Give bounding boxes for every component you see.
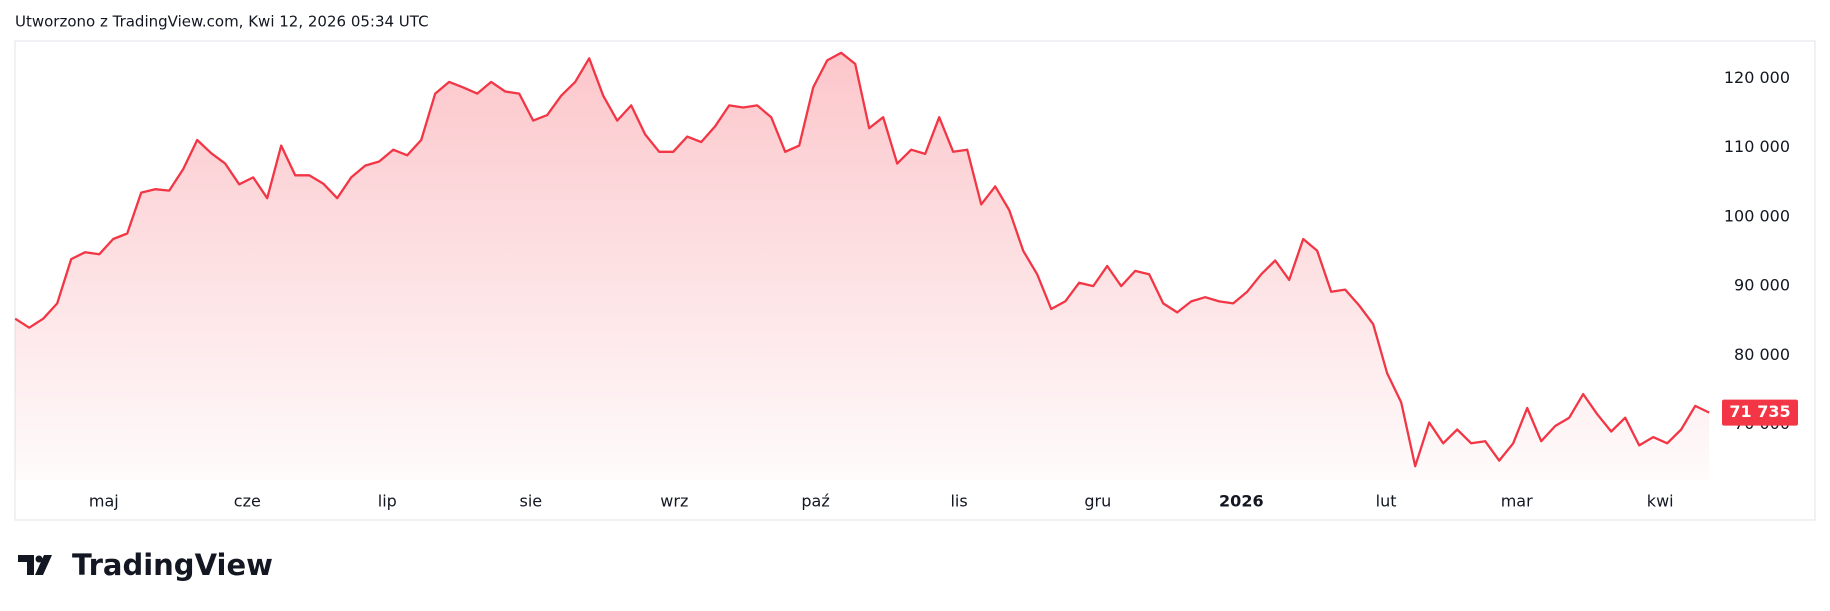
x-tick-label: maj <box>89 492 119 511</box>
x-tick-label: sie <box>520 492 543 511</box>
y-tick-label: 80 000 <box>1734 345 1790 364</box>
y-tick-label: 120 000 <box>1724 68 1790 87</box>
x-tick-label: lut <box>1376 492 1397 511</box>
x-tick-label: mar <box>1501 492 1533 511</box>
chart-frame <box>14 40 1816 521</box>
x-tick-label: cze <box>234 492 261 511</box>
y-tick-label: 100 000 <box>1724 206 1790 225</box>
y-tick-label: 90 000 <box>1734 276 1790 295</box>
x-tick-label: lip <box>378 492 397 511</box>
x-tick-label: gru <box>1084 492 1111 511</box>
x-tick-label: kwi <box>1647 492 1674 511</box>
price-line <box>14 51 1710 468</box>
logo: TradingView <box>18 548 273 582</box>
y-tick-label: 110 000 <box>1724 137 1790 156</box>
x-tick-label: 2026 <box>1219 492 1264 511</box>
area-fill <box>15 52 1710 481</box>
logo-icon <box>18 555 52 575</box>
x-tick-label: lis <box>950 492 967 511</box>
x-tick-label: wrz <box>660 492 688 511</box>
last-price-label: 71 735 <box>1729 402 1790 421</box>
x-tick-label: paź <box>801 492 829 511</box>
header: Utworzono z TradingView.com, Kwi 12, 202… <box>15 13 429 31</box>
brand: TradingView <box>72 548 273 582</box>
last-price-tag <box>1722 399 1798 426</box>
logo-dot <box>35 555 43 563</box>
